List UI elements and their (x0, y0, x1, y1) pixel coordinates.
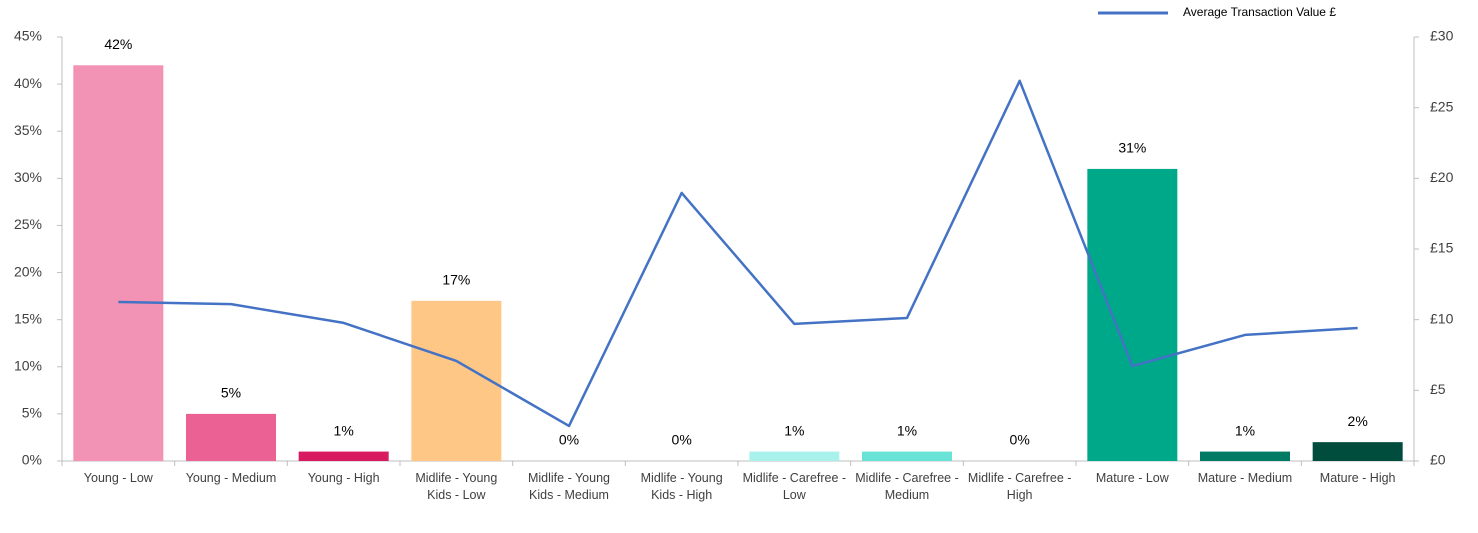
value-label: 1% (334, 422, 354, 438)
y-tick-label: 30% (14, 169, 42, 185)
bar (298, 451, 389, 461)
value-label: 1% (1235, 422, 1255, 438)
legend-label: Average Transaction Value £ (1183, 5, 1336, 19)
y2-tick-label: £20 (1430, 169, 1454, 185)
y-tick-label: 40% (14, 75, 42, 91)
bar (186, 413, 276, 461)
y2-tick-label: £30 (1430, 28, 1454, 44)
line (118, 79, 1358, 428)
bar (862, 451, 952, 461)
bar (1200, 451, 1290, 461)
value-label: 5% (221, 385, 241, 401)
y2-tick-label: £10 (1430, 310, 1454, 326)
y2-tick-label: £15 (1430, 240, 1454, 256)
bar (411, 300, 502, 461)
value-label: 1% (897, 422, 917, 438)
value-label: 2% (1348, 413, 1368, 429)
value-label: 42% (104, 36, 132, 52)
y-tick-label: 5% (22, 405, 42, 421)
bar (1087, 168, 1178, 461)
y-tick-label: 35% (14, 122, 42, 138)
value-label: 1% (784, 422, 804, 438)
value-label: 0% (1010, 432, 1030, 448)
y-tick-label: 20% (14, 263, 42, 279)
y2-tick-label: £5 (1430, 381, 1446, 397)
bar (1312, 442, 1403, 461)
bar (749, 451, 840, 461)
y-tick-label: 25% (14, 216, 42, 232)
y-tick-label: 10% (14, 357, 42, 373)
value-label: 0% (559, 432, 579, 448)
value-label: 0% (672, 432, 692, 448)
y2-tick-label: £25 (1430, 98, 1454, 114)
y2-tick-label: £0 (1430, 452, 1446, 468)
value-label: 31% (1118, 140, 1146, 156)
y-tick-label: 0% (22, 452, 42, 468)
y-tick-label: 15% (14, 310, 42, 326)
bar (73, 65, 164, 462)
value-label: 17% (442, 272, 470, 288)
y-tick-label: 45% (14, 28, 42, 44)
